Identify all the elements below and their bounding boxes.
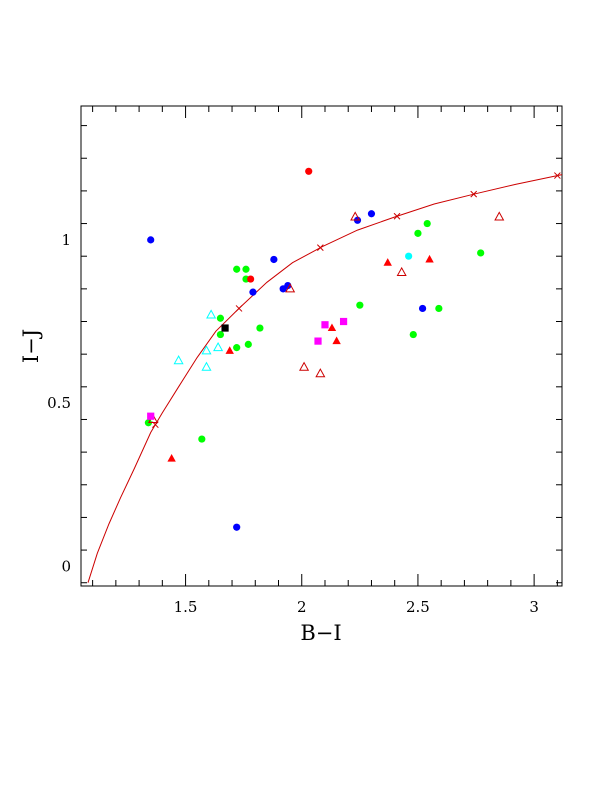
data-point-circle xyxy=(305,167,313,175)
data-point-circle xyxy=(367,210,376,218)
x-tick-label: 1.5 xyxy=(174,598,198,616)
data-point-square xyxy=(339,317,348,326)
data-point-triangle-open xyxy=(201,345,212,355)
data-point-triangle-open xyxy=(173,355,184,365)
data-point-triangle-filled xyxy=(225,346,234,354)
data-point-triangle-open xyxy=(206,309,217,319)
curve-cross-marker xyxy=(470,190,478,198)
data-point-circle xyxy=(242,265,250,273)
data-point-triangle-open xyxy=(213,341,224,352)
data-point-circle xyxy=(356,301,364,309)
y-tick-label: 1 xyxy=(61,231,71,249)
data-point-circle xyxy=(409,330,417,339)
data-points xyxy=(144,167,505,531)
data-point-square xyxy=(321,321,329,329)
data-point-circle xyxy=(418,304,427,313)
data-point-circle xyxy=(477,249,485,257)
data-point-circle xyxy=(423,219,431,228)
data-point-circle xyxy=(270,255,278,264)
y-tick-label: 0.5 xyxy=(47,394,71,412)
curve-cross-marker xyxy=(393,212,401,220)
data-point-square xyxy=(221,324,229,332)
data-point-circle xyxy=(147,236,155,244)
curve-cross-marker xyxy=(553,172,561,179)
data-point-triangle-filled xyxy=(383,258,392,266)
curve-cross-marker xyxy=(235,305,243,312)
data-point-circle xyxy=(435,304,443,313)
data-point-circle xyxy=(284,281,292,290)
data-point-circle xyxy=(233,523,241,531)
data-point-triangle-open xyxy=(201,361,212,371)
data-point-triangle-open xyxy=(494,211,505,221)
data-point-square xyxy=(147,412,155,420)
axis-ticks xyxy=(81,106,562,586)
curve-cross-marker xyxy=(316,244,324,252)
data-point-triangle-filled xyxy=(167,454,176,462)
data-point-triangle-filled xyxy=(332,336,341,345)
x-tick-label: 2.5 xyxy=(406,598,430,616)
data-point-square xyxy=(314,337,322,345)
data-point-triangle-open xyxy=(299,361,310,371)
x-tick-label: 2 xyxy=(297,598,307,616)
data-point-circle xyxy=(247,275,255,283)
plot-frame xyxy=(80,105,563,587)
data-point-circle xyxy=(216,330,225,339)
data-point-triangle-open xyxy=(285,283,296,293)
x-tick-label: 3 xyxy=(529,598,539,616)
data-point-triangle-open xyxy=(396,266,407,277)
fit-curve-line xyxy=(87,174,563,583)
y-axis-label: I−J xyxy=(19,329,43,363)
data-point-circle xyxy=(256,324,264,332)
data-point-circle xyxy=(233,344,241,352)
data-point-circle xyxy=(233,265,241,273)
fit-curve xyxy=(87,172,563,583)
data-point-circle xyxy=(414,229,422,237)
data-point-triangle-open xyxy=(315,368,326,378)
y-tick-label: 0 xyxy=(61,557,71,575)
x-axis-label: B−I xyxy=(300,621,341,645)
data-point-circle xyxy=(249,288,257,296)
data-point-circle xyxy=(198,435,206,443)
data-point-circle xyxy=(405,252,413,260)
data-point-triangle-filled xyxy=(327,323,337,332)
axis-tick-labels: 1.5 2 2.5 3 0 0.5 1 xyxy=(47,231,539,616)
data-point-triangle-filled xyxy=(425,254,434,263)
data-point-circle xyxy=(244,340,252,348)
data-point-circle xyxy=(216,314,225,322)
data-point-triangle-open xyxy=(350,211,361,221)
